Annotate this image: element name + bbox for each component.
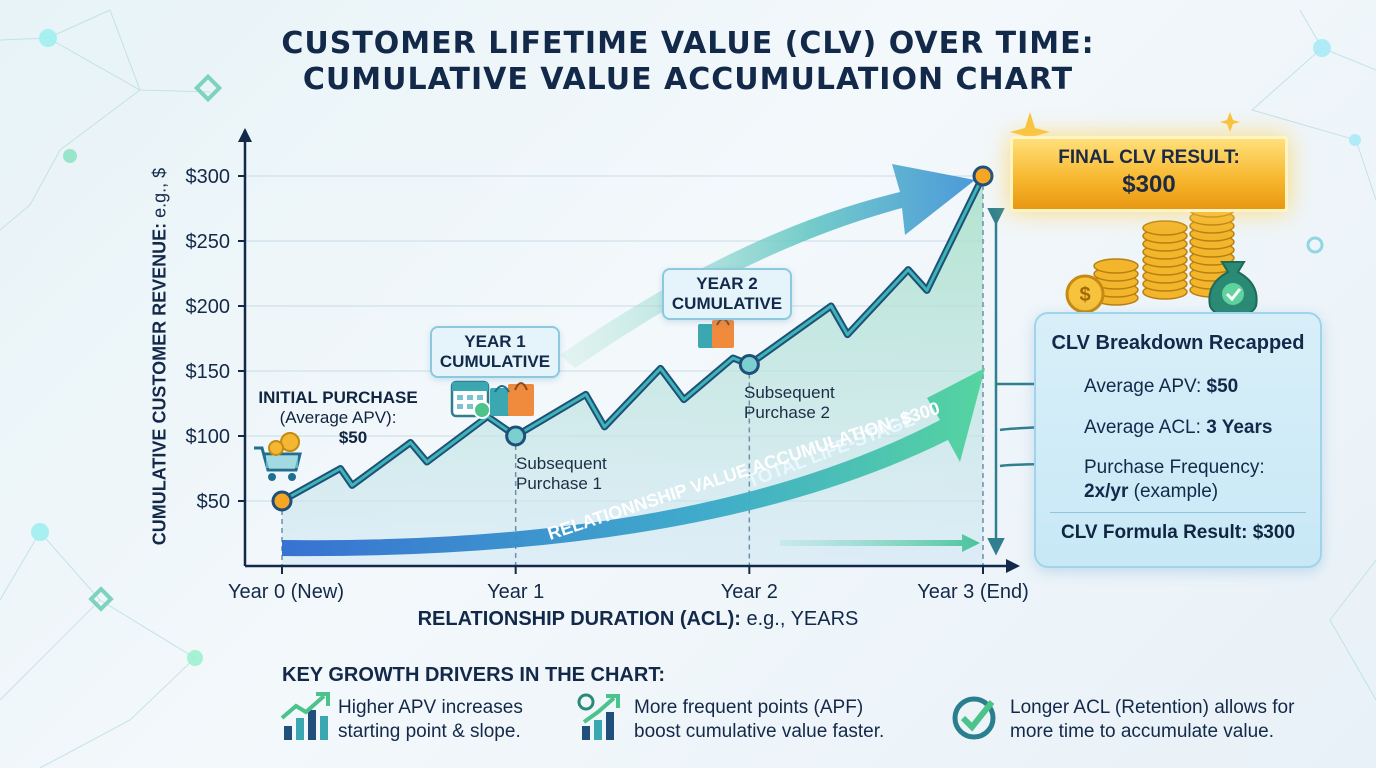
y-tick-label: $50 [197, 491, 230, 513]
freq-note: (example) [1133, 481, 1219, 502]
clv-breakdown-panel: CLV Breakdown Recapped Average APV: $50 … [1034, 312, 1322, 568]
y-tick-label: $300 [186, 166, 231, 188]
driver-acl-line1: Longer ACL (Retention) allows for [1010, 697, 1295, 718]
driver-apf-line2: boost cumulative value faster. [634, 721, 885, 742]
chart-title-line1: CUSTOMER LIFETIME VALUE (CLV) OVER TIME: [281, 26, 1095, 61]
y-tick-label: $100 [186, 426, 231, 448]
milestone-marker [505, 425, 527, 447]
initial-purchase-value: $50 [338, 428, 368, 447]
bottom-duration-arrow [780, 534, 980, 552]
breakdown-frequency: Purchase Frequency: 2x/yr (example) [1084, 456, 1265, 504]
coin [1142, 220, 1188, 236]
initial-purchase-subtitle: (Average APV): [279, 408, 397, 427]
initial-purchase-annotation: INITIAL PURCHASE (Average APV): $50 [250, 388, 426, 448]
freq-value: 2x/yr [1084, 481, 1129, 502]
driver-acl: Longer ACL (Retention) allows for more t… [1010, 696, 1294, 744]
upper-trend-arrow [560, 164, 975, 368]
milestone-marker [738, 354, 760, 375]
y-tick-label: $250 [186, 231, 231, 253]
driver-apf-line1: More frequent points (APF) [634, 697, 864, 718]
shopping-bags-icon [490, 382, 534, 416]
year2-callout-line1: YEAR 2 [696, 274, 758, 293]
x-tick-label: Year 1 [487, 581, 544, 603]
coin-stack-icon: $ [1065, 194, 1235, 314]
milestone-markers [271, 165, 994, 512]
x-axis-arrowhead [1006, 559, 1020, 573]
breakdown-apv: Average APV: $50 [1084, 376, 1238, 398]
x-tick-label: Year 3 (End) [917, 581, 1029, 603]
driver-apv-line1: Higher APV increases [338, 697, 523, 718]
driver-apf: More frequent points (APF) boost cumulat… [634, 696, 884, 744]
apv-label: Average APV: [1084, 376, 1202, 397]
driver-apv: Higher APV increases starting point & sl… [338, 696, 523, 744]
shopping-bags-icon-year2 [698, 318, 734, 348]
sub1-line1: Subsequent [516, 454, 607, 473]
y-axis-arrowhead [238, 128, 252, 142]
milestone-marker [972, 165, 994, 187]
sub2-line1: Subsequent [744, 383, 835, 402]
year1-callout-line2: CUMULATIVE [439, 352, 551, 371]
checkmark-circle-icon [952, 696, 996, 740]
y-axis-ticks: $50 $100 $150 $200 $250 $300 [186, 166, 245, 513]
coin [1093, 258, 1139, 274]
calendar-icon [450, 380, 491, 419]
driver-apv-line2: starting point & slope. [338, 721, 521, 742]
apv-value: $50 [1206, 376, 1239, 397]
x-axis-title-light: e.g., YEARS [746, 608, 859, 630]
sparkle-icons [1010, 112, 1240, 152]
shopping-cart-icon [254, 432, 302, 481]
y-tick-label: $150 [186, 361, 231, 383]
cumulative-value-line-highlight [281, 175, 985, 503]
total-value-arrow [282, 368, 985, 557]
year1-callout-line1: YEAR 1 [464, 332, 526, 351]
y-axis-title: CUMULATIVE CUSTOMER REVENUE: e.g., $ [150, 137, 171, 577]
chart-title-line2: CUMULATIVE VALUE ACCUMULATION CHART [302, 62, 1074, 97]
y-axis-title-light: e.g., $ [149, 167, 170, 218]
x-axis-ticks: Year 0 (New) Year 1 Year 2 Year 3 (End) [228, 566, 1029, 603]
svg-text:$: $ [1079, 284, 1090, 306]
growth-chart-icon [280, 692, 330, 740]
milestone-marker [271, 490, 293, 512]
breakdown-result: CLV Formula Result: $300 [1060, 522, 1296, 543]
freq-label: Purchase Frequency: [1084, 457, 1265, 478]
final-clv-value: $300 [1122, 171, 1176, 198]
subsequent-purchase-2-label: Subsequent Purchase 2 [744, 383, 835, 423]
breakdown-acl: Average ACL: 3 Years [1084, 417, 1272, 439]
final-clv-ribbon: FINAL CLV RESULT: $300 [1010, 136, 1288, 212]
final-clv-label: FINAL CLV RESULT: [1058, 147, 1240, 168]
x-tick-label: Year 2 [721, 581, 778, 603]
sub2-line2: Purchase 2 [744, 403, 830, 422]
year2-cumulative-callout: YEAR 2 CUMULATIVE [662, 268, 792, 320]
breakdown-divider [1050, 512, 1306, 513]
acl-label: Average ACL: [1084, 417, 1201, 438]
acl-value: 3 Years [1206, 417, 1273, 438]
sub1-line2: Purchase 1 [516, 474, 602, 493]
driver-acl-line2: more time to accumulate value. [1010, 721, 1275, 742]
subsequent-purchase-1-label: Subsequent Purchase 1 [516, 454, 607, 494]
initial-purchase-title: INITIAL PURCHASE [258, 388, 418, 407]
breakdown-title: CLV Breakdown Recapped [1051, 332, 1305, 354]
year1-cumulative-callout: YEAR 1 CUMULATIVE [430, 326, 560, 378]
x-tick-label: Year 0 (New) [228, 581, 344, 603]
background-glow-dots [31, 29, 1361, 666]
y-tick-label: $200 [186, 296, 231, 318]
cumulative-value-area [282, 176, 983, 566]
gear-chart-icon [577, 693, 620, 740]
x-axis-title: RELATIONSHIP DURATION (ACL): e.g., YEARS [0, 608, 1276, 631]
year2-callout-line2: CUMULATIVE [671, 294, 783, 313]
key-drivers-title: KEY GROWTH DRIVERS IN THE CHART: [282, 664, 665, 686]
x-axis-title-bold: RELATIONSHIP DURATION (ACL): [417, 608, 741, 630]
y-axis-title-bold: CUMULATIVE CUSTOMER REVENUE: [149, 222, 170, 546]
